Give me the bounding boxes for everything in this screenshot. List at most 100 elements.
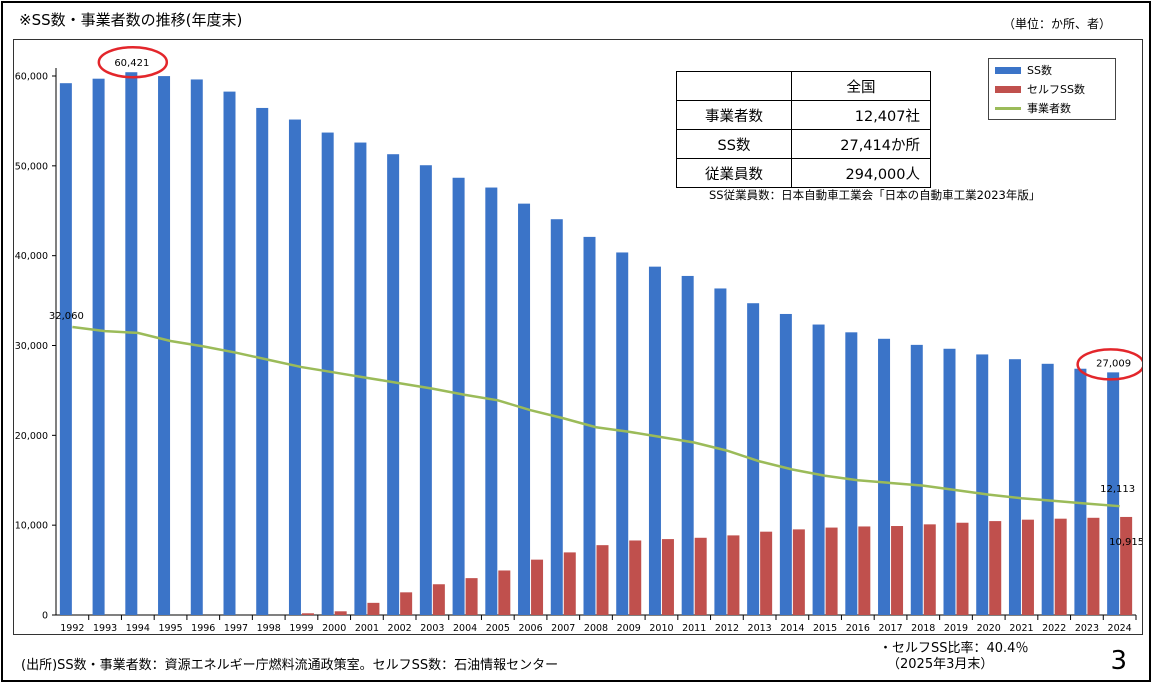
x-tick-label: 1995 <box>158 623 182 634</box>
bar-self-ss <box>694 537 707 615</box>
bar-self-ss <box>1087 517 1100 615</box>
x-tick-label: 2012 <box>715 623 739 634</box>
bar-self-ss <box>727 535 740 615</box>
bar-self-ss <box>629 540 642 615</box>
bar-ss <box>452 177 465 616</box>
bar-ss <box>714 288 727 615</box>
x-tick-label: 2002 <box>388 623 412 634</box>
bar-self-ss <box>989 521 1002 615</box>
bar-ss <box>92 78 105 615</box>
x-tick-label: 1994 <box>126 623 150 634</box>
bar-ss <box>1107 372 1120 615</box>
line-operators <box>72 325 1120 508</box>
bar-self-ss <box>792 529 805 615</box>
x-tick-label: 2013 <box>748 623 772 634</box>
source-note: (出所)SS数・事業者数：資源エネルギー庁燃料流通政策室。セルフSS数：石油情報… <box>21 658 559 673</box>
bar-ss <box>1074 368 1087 615</box>
y-tick-label: 20,000 <box>15 431 48 442</box>
bar-ss <box>943 348 956 615</box>
self-ss-ratio-value: ・セルフSS比率：40.4％ <box>879 641 1029 656</box>
bar-self-ss <box>956 522 969 615</box>
x-tick-label: 2006 <box>518 623 542 634</box>
chart-legend: SS数 セルフSS数 事業者数 <box>988 58 1116 120</box>
bar-self-ss <box>596 545 609 615</box>
page-title: ※SS数・事業者数の推移(年度末) <box>19 11 243 29</box>
legend-swatch-operators <box>995 106 1021 110</box>
bar-self-ss <box>1120 516 1133 615</box>
stats-row-ss: SS数 27,414か所 <box>676 129 931 159</box>
bar-ss <box>190 79 203 615</box>
x-tick-label: 2011 <box>682 623 706 634</box>
bar-self-ss <box>301 613 314 615</box>
x-tick-label: 2014 <box>780 623 804 634</box>
bar-self-ss <box>661 539 674 615</box>
bar-ss <box>256 107 269 615</box>
x-tick-label: 2019 <box>944 623 968 634</box>
x-tick-label: 1999 <box>289 623 313 634</box>
x-tick-label: 2024 <box>1108 623 1132 634</box>
legend-label: セルフSS数 <box>1027 83 1085 96</box>
x-tick-label: 2021 <box>1009 623 1033 634</box>
x-tick-label: 1992 <box>60 623 84 634</box>
bar-ss <box>648 266 661 615</box>
bar-self-ss <box>334 611 347 615</box>
stats-row-employees: 従業員数 294,000人 <box>676 158 931 188</box>
legend-swatch-ss <box>995 66 1021 74</box>
x-tick-label: 2009 <box>617 623 641 634</box>
x-tick-label: 2020 <box>977 623 1001 634</box>
bar-ss <box>354 142 367 615</box>
bar-self-ss <box>531 559 544 615</box>
legend-entry-operators: 事業者数 <box>995 101 1071 115</box>
x-tick-label: 2000 <box>322 623 346 634</box>
bar-ss <box>321 132 334 615</box>
bar-self-ss <box>923 524 936 615</box>
stats-table-note: SS従業員数：日本自動車工業会「日本の自動車工業2023年版」 <box>709 188 1041 202</box>
x-tick-label: 1997 <box>224 623 248 634</box>
stats-row-value: 12,407社 <box>791 100 931 130</box>
bar-self-ss <box>825 527 838 615</box>
bar-ss <box>485 187 498 616</box>
bar-ss <box>616 252 629 616</box>
x-tick-label: 2005 <box>486 623 510 634</box>
x-tick-label: 1993 <box>93 623 117 634</box>
stats-table-corner <box>676 71 792 101</box>
x-tick-label: 1998 <box>257 623 281 634</box>
y-tick-label: 30,000 <box>15 341 48 352</box>
bar-ss <box>223 91 236 615</box>
data-label: 12,113 <box>1100 484 1135 495</box>
bar-self-ss <box>891 526 904 615</box>
x-tick-label: 2017 <box>878 623 902 634</box>
data-label: 27,009 <box>1096 358 1131 369</box>
data-label: 10,915 <box>1109 537 1142 548</box>
stats-table-column-header: 全国 <box>791 71 931 101</box>
legend-swatch-self-ss <box>995 85 1021 93</box>
highlight-1994 <box>97 45 169 79</box>
x-tick-label: 2007 <box>551 623 575 634</box>
stats-row-value: 27,414か所 <box>791 129 931 159</box>
stats-row-label: 従業員数 <box>676 158 792 188</box>
bar-ss <box>878 338 891 615</box>
stats-row-operators: 事業者数 12,407社 <box>676 100 931 130</box>
self-ss-ratio-date: （2025年3月末） <box>887 657 994 672</box>
bar-ss <box>59 83 72 616</box>
bar-self-ss <box>432 584 445 615</box>
bar-self-ss <box>367 602 380 615</box>
legend-label: SS数 <box>1027 64 1052 77</box>
y-tick-label: 10,000 <box>15 521 48 532</box>
bar-ss <box>976 354 989 615</box>
x-tick-label: 2001 <box>355 623 379 634</box>
x-tick-label: 1996 <box>191 623 215 634</box>
bar-ss <box>1008 359 1021 615</box>
x-tick-label: 2008 <box>584 623 608 634</box>
bar-self-ss <box>400 592 413 615</box>
bar-self-ss <box>1021 519 1034 615</box>
x-tick-label: 2003 <box>420 623 444 634</box>
stats-row-value: 294,000人 <box>791 158 931 188</box>
x-tick-label: 2023 <box>1075 623 1099 634</box>
y-tick-label: 40,000 <box>15 251 48 262</box>
stats-row-label: 事業者数 <box>676 100 792 130</box>
y-tick-label: 60,000 <box>15 72 48 83</box>
x-tick-label: 2018 <box>911 623 935 634</box>
page-number: 3 <box>1110 646 1127 676</box>
